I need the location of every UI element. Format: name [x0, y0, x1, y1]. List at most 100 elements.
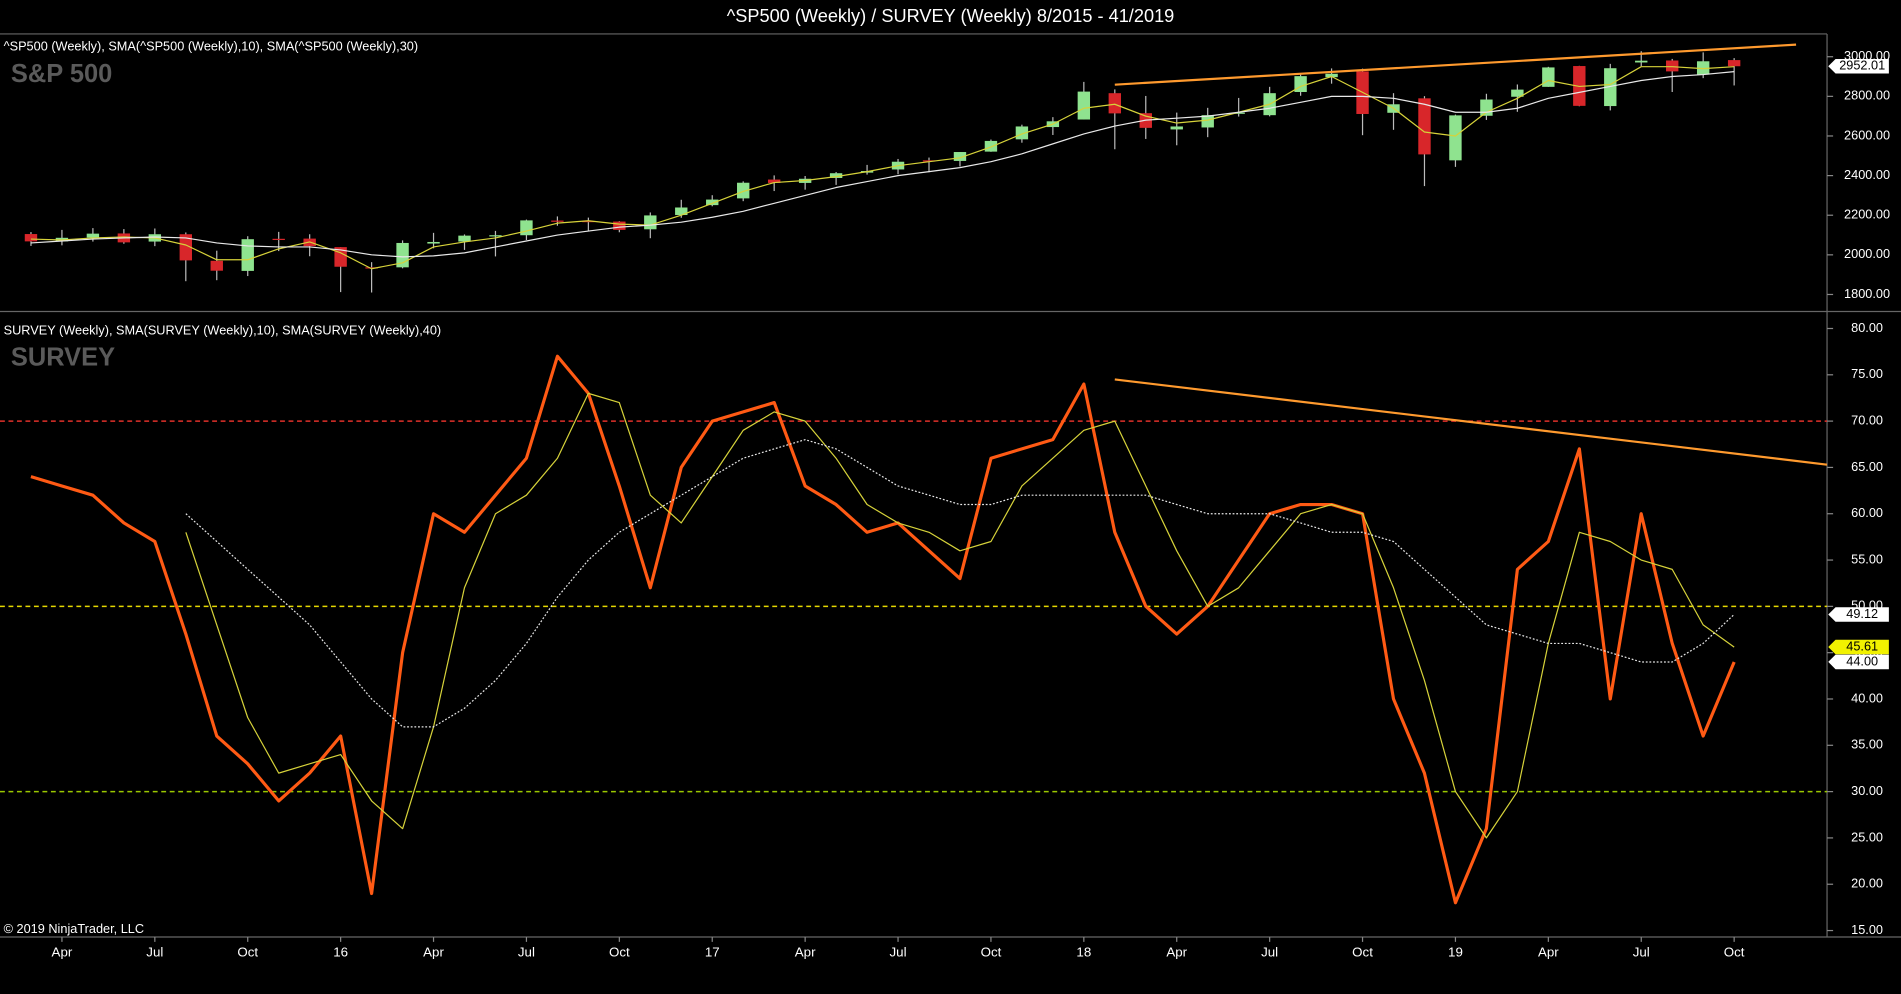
sma-line — [30, 71, 1735, 258]
candle-body — [520, 220, 533, 236]
panel-header: SURVEY (Weekly), SMA(SURVEY (Weekly),10)… — [4, 322, 442, 337]
last-value-marker — [1828, 607, 1889, 622]
candle-body — [551, 220, 564, 222]
candle-body — [737, 182, 750, 199]
trend-line — [1114, 378, 1828, 466]
copyright: © 2019 NinjaTrader, LLC — [4, 921, 144, 936]
candle-body — [829, 173, 843, 178]
y-tick-label: 20.00 — [1851, 876, 1883, 891]
last-value-label: 44.00 — [1846, 653, 1878, 668]
y-tick-label: 2200.00 — [1844, 207, 1890, 222]
panel-header: ^SP500 (Weekly), SMA(^SP500 (Weekly),10)… — [4, 39, 418, 54]
candle-body — [1727, 60, 1741, 67]
y-tick-label: 1800.00 — [1844, 286, 1890, 301]
candle-body — [1418, 98, 1431, 155]
x-tick-label: 17 — [705, 944, 720, 959]
candle-body — [1542, 67, 1555, 87]
y-tick-label: 30.00 — [1851, 783, 1883, 798]
y-tick-label: 70.00 — [1851, 412, 1883, 427]
candle-body — [179, 234, 192, 261]
panel-label: S&P 500 — [11, 60, 112, 88]
candle-body — [1604, 68, 1617, 107]
candle-body — [1015, 126, 1029, 140]
x-tick-label: 16 — [333, 944, 348, 959]
y-tick-label: 75.00 — [1851, 366, 1883, 381]
candle-body — [24, 234, 38, 242]
y-tick-label: 2800.00 — [1844, 88, 1890, 103]
candle-body — [1108, 93, 1122, 114]
candle-body — [272, 238, 285, 241]
last-value-label: 2952.01 — [1839, 58, 1885, 73]
data-line — [30, 354, 1736, 905]
x-tick-label: Jul — [518, 944, 535, 959]
x-tick-label: Apr — [1166, 944, 1187, 959]
candle-body — [767, 179, 781, 183]
y-tick-label: 25.00 — [1851, 829, 1883, 844]
x-tick-label: Jul — [1261, 944, 1278, 959]
last-value-marker — [1828, 58, 1889, 74]
x-tick-label: Oct — [237, 944, 258, 959]
sma-line — [185, 392, 1735, 839]
candle-body — [984, 140, 998, 152]
x-tick-label: Oct — [1724, 944, 1745, 959]
last-value-label: 49.12 — [1846, 606, 1878, 621]
last-value-marker — [1828, 654, 1889, 670]
x-tick-label: Oct — [609, 944, 630, 959]
candle-body — [1511, 89, 1524, 97]
candle-body — [1666, 60, 1679, 72]
candle-body — [210, 260, 223, 271]
candle-body — [1077, 91, 1091, 120]
x-tick-label: 19 — [1448, 944, 1463, 959]
candle-body — [1170, 126, 1183, 130]
candle-body — [675, 207, 688, 216]
y-tick-label: 40.00 — [1851, 690, 1883, 705]
x-tick-label: Apr — [795, 944, 816, 959]
last-value-marker — [1828, 639, 1889, 655]
candle-body — [365, 267, 378, 269]
trend-line — [1114, 43, 1797, 86]
candle-body — [1696, 61, 1710, 75]
y-tick-label: 60.00 — [1851, 505, 1883, 520]
chart-title: ^SP500 (Weekly) / SURVEY (Weekly) 8/2015… — [727, 6, 1175, 26]
last-value-label: 45.61 — [1846, 638, 1878, 653]
y-tick-label: 55.00 — [1851, 551, 1883, 566]
candle-body — [644, 215, 657, 230]
candle-body — [1449, 115, 1462, 161]
candle-body — [241, 239, 254, 271]
sma-line — [30, 66, 1735, 270]
candle-body — [1480, 99, 1493, 116]
x-tick-label: Oct — [1352, 944, 1373, 959]
candle-body — [86, 233, 100, 238]
x-tick-label: Apr — [52, 944, 73, 959]
x-tick-label: Apr — [423, 944, 444, 959]
x-tick-label: Jul — [1633, 944, 1650, 959]
y-tick-label: 65.00 — [1851, 459, 1883, 474]
candle-body — [489, 235, 502, 237]
candle-body — [458, 235, 471, 242]
x-tick-label: Oct — [981, 944, 1002, 959]
candle-body — [706, 199, 719, 206]
y-tick-label: 2000.00 — [1844, 246, 1890, 261]
x-tick-label: Jul — [890, 944, 907, 959]
y-tick-label: 2400.00 — [1844, 167, 1890, 182]
y-tick-label: 35.00 — [1851, 737, 1883, 752]
candle-body — [1232, 112, 1245, 114]
x-tick-label: Jul — [146, 944, 163, 959]
y-tick-label: 2600.00 — [1844, 127, 1890, 142]
y-tick-label: 15.00 — [1851, 922, 1883, 937]
candle-body — [613, 221, 626, 230]
candle-body — [922, 160, 936, 162]
candle-body — [427, 241, 440, 244]
candle-body — [1325, 73, 1338, 78]
y-tick-label: 80.00 — [1851, 320, 1883, 335]
candle-body — [1635, 60, 1648, 63]
panel-label: SURVEY — [11, 344, 115, 372]
candle-body — [1201, 115, 1214, 128]
x-tick-label: Apr — [1538, 944, 1559, 959]
candle-body — [953, 152, 967, 161]
candle-body — [582, 220, 595, 223]
x-tick-label: 18 — [1076, 944, 1091, 959]
